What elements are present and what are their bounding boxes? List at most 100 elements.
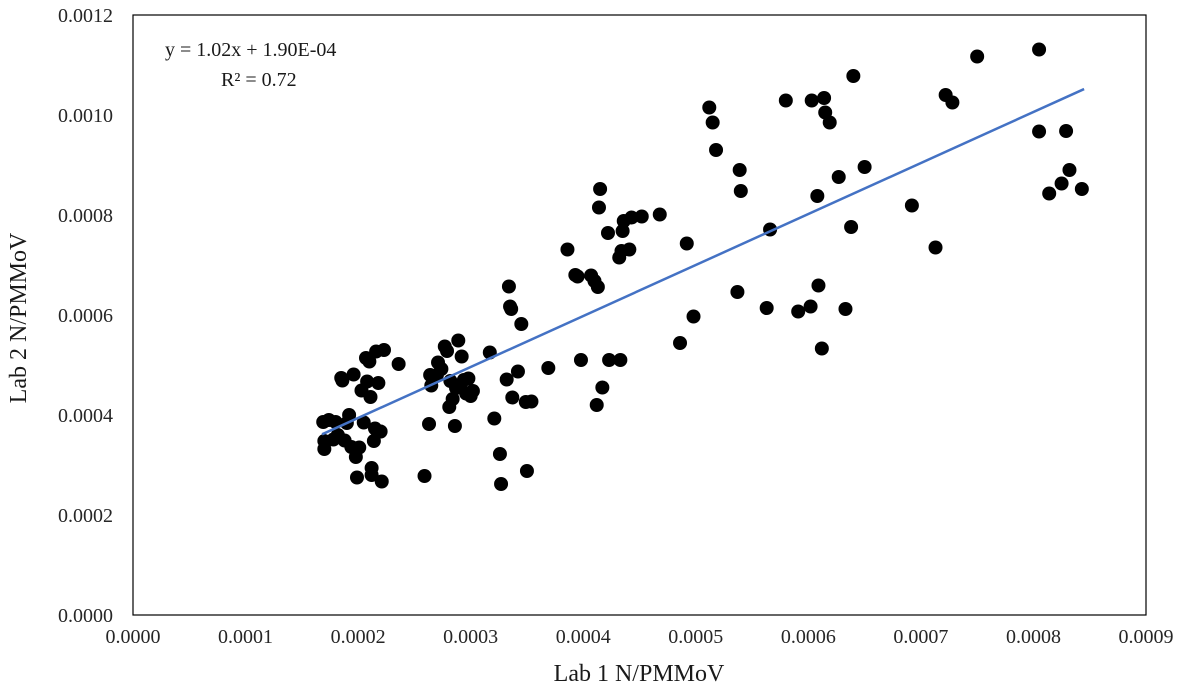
data-point bbox=[364, 468, 379, 482]
data-point bbox=[844, 220, 859, 234]
data-point bbox=[810, 189, 825, 203]
data-point bbox=[589, 398, 604, 412]
data-point bbox=[838, 302, 853, 316]
data-point bbox=[451, 333, 466, 348]
x-tick-label: 0.0004 bbox=[556, 626, 611, 648]
data-point bbox=[494, 477, 509, 491]
data-point bbox=[363, 390, 378, 404]
data-point bbox=[505, 390, 520, 405]
data-point bbox=[624, 210, 639, 225]
data-point bbox=[352, 440, 367, 455]
data-point bbox=[492, 447, 507, 461]
x-tick-label: 0.0001 bbox=[218, 626, 273, 648]
data-point bbox=[524, 394, 539, 409]
data-point bbox=[759, 301, 774, 315]
data-point bbox=[501, 279, 516, 294]
data-point bbox=[445, 392, 460, 406]
data-point bbox=[434, 362, 449, 376]
data-point bbox=[461, 371, 476, 386]
x-tick-label: 0.0007 bbox=[893, 626, 948, 648]
data-point bbox=[371, 376, 386, 390]
data-point bbox=[602, 353, 617, 367]
data-point bbox=[541, 361, 556, 375]
data-point bbox=[342, 408, 357, 422]
data-point bbox=[803, 299, 818, 314]
r-squared-label: R² = 0.72 bbox=[221, 69, 297, 91]
data-point bbox=[702, 100, 717, 115]
data-point bbox=[904, 198, 919, 213]
data-point bbox=[814, 341, 829, 356]
data-point bbox=[362, 354, 377, 369]
data-point bbox=[560, 242, 575, 257]
data-point bbox=[600, 226, 615, 240]
data-point bbox=[778, 93, 793, 108]
data-point bbox=[447, 419, 462, 433]
data-point bbox=[440, 344, 455, 358]
data-point bbox=[970, 49, 985, 64]
data-point bbox=[593, 182, 608, 196]
data-point bbox=[422, 417, 437, 431]
data-point bbox=[595, 380, 610, 395]
data-point bbox=[417, 469, 432, 483]
data-point bbox=[1062, 163, 1077, 177]
y-tick-label: 0.0008 bbox=[58, 205, 113, 227]
y-tick-label: 0.0012 bbox=[58, 5, 113, 27]
data-point bbox=[652, 207, 667, 222]
x-tick-label: 0.0000 bbox=[106, 626, 161, 648]
trendline-equation: y = 1.02x + 1.90E-04 bbox=[165, 39, 336, 61]
data-point bbox=[591, 200, 606, 215]
trendline bbox=[321, 87, 1085, 436]
data-point bbox=[846, 69, 861, 83]
data-point bbox=[499, 372, 514, 387]
x-axis-ticks: 0.0000 0.0001 0.0002 0.0003 0.0004 0.0005 0.00… bbox=[106, 626, 1174, 648]
x-tick-label: 0.0006 bbox=[781, 626, 836, 648]
data-point bbox=[811, 278, 826, 293]
x-tick-label: 0.0009 bbox=[1119, 626, 1174, 648]
data-point bbox=[733, 184, 748, 198]
data-point bbox=[730, 285, 745, 299]
data-point bbox=[634, 209, 649, 224]
data-point bbox=[504, 302, 519, 316]
data-point bbox=[945, 95, 960, 110]
data-point bbox=[317, 442, 332, 456]
data-point bbox=[928, 240, 943, 255]
data-point bbox=[514, 317, 529, 331]
data-point bbox=[356, 415, 371, 430]
data-points bbox=[316, 42, 1089, 491]
x-tick-label: 0.0002 bbox=[331, 626, 386, 648]
data-point bbox=[349, 470, 364, 485]
data-point bbox=[376, 343, 391, 357]
data-point bbox=[709, 143, 724, 157]
data-point bbox=[454, 349, 469, 364]
data-point bbox=[590, 280, 605, 294]
y-axis-title: Lab 2 N/PMMoV bbox=[6, 232, 32, 403]
data-point bbox=[686, 309, 701, 324]
data-point bbox=[804, 93, 819, 108]
x-axis-title: Lab 1 N/PMMoV bbox=[554, 661, 725, 687]
data-point bbox=[831, 170, 846, 184]
y-tick-label: 0.0006 bbox=[58, 305, 113, 327]
data-point bbox=[487, 411, 502, 426]
data-point bbox=[613, 353, 628, 367]
data-point bbox=[705, 115, 720, 130]
data-point bbox=[346, 367, 361, 382]
data-point bbox=[374, 474, 389, 489]
data-point bbox=[570, 269, 585, 284]
data-point bbox=[857, 160, 872, 174]
data-point bbox=[391, 357, 406, 371]
data-point bbox=[1032, 42, 1047, 57]
y-tick-label: 0.0002 bbox=[58, 505, 113, 527]
data-point bbox=[335, 373, 350, 388]
data-point bbox=[1054, 176, 1069, 191]
data-point bbox=[360, 374, 375, 389]
data-point bbox=[679, 236, 694, 251]
data-point bbox=[1074, 182, 1089, 196]
data-point bbox=[622, 242, 637, 257]
y-axis-ticks: 0.0000 0.0002 0.0004 0.0006 0.0008 0.0010 0.00… bbox=[58, 5, 113, 627]
data-point bbox=[373, 424, 388, 439]
data-point bbox=[732, 163, 747, 177]
plot-frame bbox=[132, 14, 1147, 616]
y-tick-label: 0.0010 bbox=[58, 105, 113, 127]
y-tick-label: 0.0004 bbox=[58, 405, 113, 427]
